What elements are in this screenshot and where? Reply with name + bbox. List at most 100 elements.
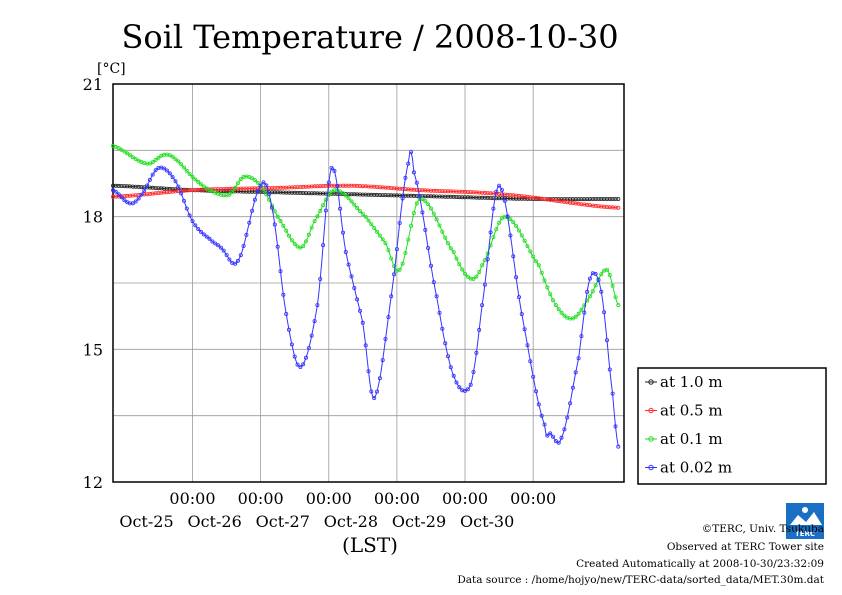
data-point	[556, 440, 561, 445]
data-point	[193, 177, 198, 182]
data-point	[164, 168, 169, 173]
data-point	[352, 202, 357, 207]
data-point	[545, 285, 550, 290]
data-point	[482, 282, 487, 287]
data-point	[423, 198, 428, 203]
data-point	[590, 196, 595, 201]
data-point	[551, 298, 556, 303]
data-point	[514, 275, 519, 280]
data-point	[360, 320, 365, 325]
data-point	[448, 246, 453, 251]
data-point	[335, 184, 340, 189]
data-point	[392, 264, 397, 269]
data-point	[474, 350, 479, 355]
data-point	[576, 311, 581, 316]
data-point	[596, 196, 601, 201]
data-point	[133, 156, 138, 161]
data-point	[272, 222, 277, 227]
data-point	[139, 192, 144, 197]
data-point	[372, 192, 377, 197]
data-point	[551, 434, 556, 439]
data-point	[613, 295, 618, 300]
x-tick-date: Oct-25	[119, 512, 173, 531]
data-point	[113, 189, 118, 194]
series-at-0-1-m	[111, 143, 621, 321]
data-point	[196, 226, 201, 231]
data-point	[207, 236, 212, 241]
data-point	[306, 345, 311, 350]
data-point	[355, 205, 360, 210]
legend-marker	[648, 436, 654, 442]
y-tick-label: 18	[83, 208, 103, 227]
data-point	[377, 233, 382, 238]
data-point	[477, 269, 482, 274]
x-tick-date: Oct-27	[256, 512, 310, 531]
data-point	[346, 196, 351, 201]
data-point	[508, 233, 513, 238]
data-point	[272, 209, 277, 214]
data-point	[261, 180, 266, 185]
data-point	[525, 343, 530, 348]
data-point	[491, 206, 496, 211]
data-point	[357, 209, 362, 214]
data-point	[587, 276, 592, 281]
data-point	[369, 222, 374, 227]
data-point	[465, 387, 470, 392]
data-point	[494, 189, 499, 194]
data-point	[517, 228, 522, 233]
series-line	[112, 145, 619, 320]
legend-label: at 0.02 m	[660, 459, 732, 477]
data-point	[315, 214, 320, 219]
data-point	[392, 272, 397, 277]
data-point	[505, 214, 510, 219]
data-point	[295, 362, 300, 367]
data-point	[190, 219, 195, 224]
created-text: Created Automatically at 2008-10-30/23:3…	[576, 558, 824, 570]
data-point	[284, 311, 289, 316]
data-point	[605, 196, 610, 201]
data-point	[409, 223, 414, 228]
data-point	[491, 235, 496, 240]
data-point	[522, 238, 527, 243]
data-point	[170, 154, 175, 159]
y-axis: 12 15 18 21	[83, 75, 103, 492]
data-point	[289, 342, 294, 347]
data-point	[352, 285, 357, 290]
data-point	[511, 220, 516, 225]
series-at-0-5-m	[111, 183, 621, 210]
data-point	[426, 245, 431, 250]
data-point	[397, 267, 402, 272]
data-point	[386, 315, 391, 320]
data-point	[227, 257, 232, 262]
data-point	[599, 289, 604, 294]
data-point	[556, 307, 561, 312]
data-point	[318, 208, 323, 213]
data-point	[119, 195, 124, 200]
data-point	[519, 311, 524, 316]
plot-frame	[112, 83, 625, 483]
data-point	[465, 274, 470, 279]
data-point	[264, 183, 269, 188]
data-point	[596, 278, 601, 283]
data-point	[145, 183, 150, 188]
copyright-text: ©TERC, Univ. Tsukuba	[702, 523, 824, 535]
data-point	[494, 227, 499, 232]
data-point	[218, 245, 223, 250]
data-point	[326, 180, 331, 185]
data-point	[528, 359, 533, 364]
data-point	[559, 435, 564, 440]
data-point	[616, 196, 621, 201]
data-point	[173, 157, 178, 162]
data-point	[562, 197, 567, 202]
data-point	[187, 171, 192, 176]
data-point	[343, 249, 348, 254]
data-point	[122, 149, 127, 154]
data-point	[443, 341, 448, 346]
legend: at 1.0 m at 0.5 m at 0.1 m at 0.02 m	[637, 367, 827, 485]
data-point	[298, 364, 303, 369]
data-point	[380, 193, 385, 198]
data-point	[258, 183, 263, 188]
data-point	[303, 355, 308, 360]
terc-logo: TERC	[786, 503, 824, 539]
data-point	[386, 248, 391, 253]
